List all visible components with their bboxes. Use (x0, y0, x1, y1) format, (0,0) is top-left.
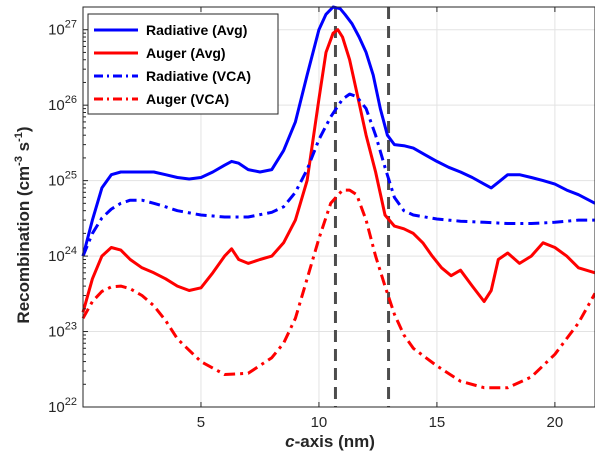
legend-label-radiative-vca: Radiative (VCA) (146, 68, 251, 84)
x-tick-label: 5 (197, 414, 205, 431)
y-axis-label-sup1: -3 (13, 156, 25, 166)
y-tick-base: 10 (48, 173, 65, 190)
x-axis-label: c-axis (nm) (285, 432, 375, 451)
y-tick-exponent: 26 (65, 94, 77, 106)
x-tick-label: 20 (547, 414, 564, 431)
series-line-radiative-vca (81, 92, 595, 257)
y-tick-exponent: 27 (65, 19, 77, 31)
x-tick-label: 10 (311, 414, 328, 431)
y-tick-label: 1025 (48, 170, 77, 190)
x-axis-label-rest: -axis (nm) (295, 432, 375, 451)
series-line-radiative-avg (81, 5, 595, 257)
y-tick-base: 10 (48, 22, 65, 39)
y-tick-label: 1026 (48, 94, 77, 114)
y-tick-label: 1024 (48, 245, 77, 265)
legend: Radiative (Avg) Auger (Avg) Radiative (V… (87, 13, 279, 115)
series-line-auger-vca (81, 188, 595, 390)
y-tick-exponent: 25 (65, 170, 77, 182)
plot-series (81, 5, 595, 390)
y-axis-label-end: ) (14, 126, 33, 132)
y-tick-exponent: 22 (65, 396, 77, 408)
x-tick-label: 15 (429, 414, 446, 431)
y-axis-label-mid: s (14, 142, 33, 156)
y-axis-label: Recombination (cm-3 s-1) (13, 126, 33, 323)
y-tick-base: 10 (48, 324, 65, 341)
y-tick-base: 10 (48, 399, 65, 416)
y-tick-label: 1023 (48, 321, 77, 341)
y-tick-base: 10 (48, 248, 65, 265)
interface-markers (333, 7, 391, 407)
y-tick-exponent: 24 (65, 245, 77, 257)
y-tick-base: 10 (48, 97, 65, 114)
legend-label-auger-vca: Auger (VCA) (146, 91, 229, 107)
y-tick-exponent: 23 (65, 321, 77, 333)
y-tick-label: 1022 (48, 396, 77, 416)
series-line-auger-avg (81, 28, 595, 313)
y-axis-label-main: Recombination (cm (14, 166, 33, 324)
y-tick-label: 1027 (48, 19, 77, 39)
x-axis-label-italic: c (285, 432, 295, 451)
legend-label-auger-avg: Auger (Avg) (146, 45, 226, 61)
y-axis-label-sup2: -1 (13, 132, 25, 142)
legend-label-radiative-avg: Radiative (Avg) (146, 22, 247, 38)
axes-frame (82, 6, 595, 408)
